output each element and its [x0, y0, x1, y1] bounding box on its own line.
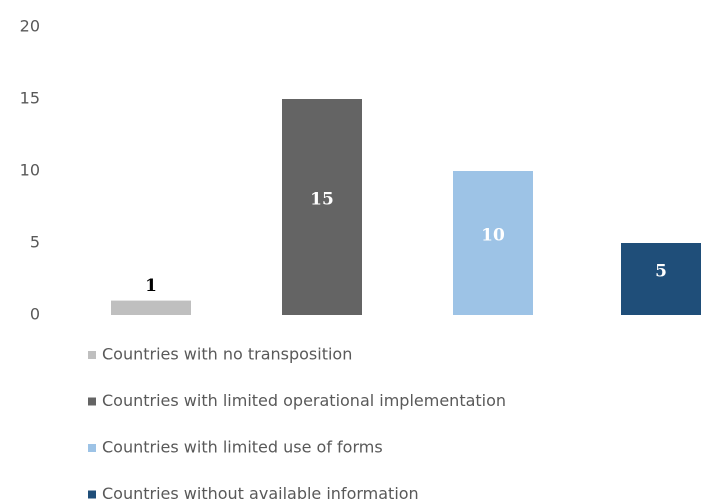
y-tick-label: 20 — [20, 17, 40, 36]
legend-swatch — [88, 444, 96, 452]
bar — [111, 300, 191, 315]
data-label: 1 — [145, 276, 157, 296]
legend-swatch — [88, 351, 96, 359]
bar — [282, 99, 362, 315]
legend-label: Countries without available information — [102, 484, 419, 503]
legend-swatch — [88, 490, 96, 499]
legend-label: Countries with limited use of forms — [102, 438, 383, 457]
data-label: 5 — [655, 262, 667, 282]
bar — [453, 171, 533, 315]
y-tick-label: 10 — [20, 161, 40, 180]
bar — [621, 243, 701, 315]
y-tick-label: 5 — [30, 233, 40, 252]
legend-label: Countries with no transposition — [102, 345, 352, 364]
data-label: 15 — [310, 190, 334, 210]
y-tick-label: 15 — [20, 89, 40, 108]
legend-swatch — [88, 397, 96, 406]
data-label: 10 — [481, 226, 505, 246]
y-tick-label: 0 — [30, 305, 40, 324]
legend-label: Countries with limited operational imple… — [102, 391, 506, 410]
